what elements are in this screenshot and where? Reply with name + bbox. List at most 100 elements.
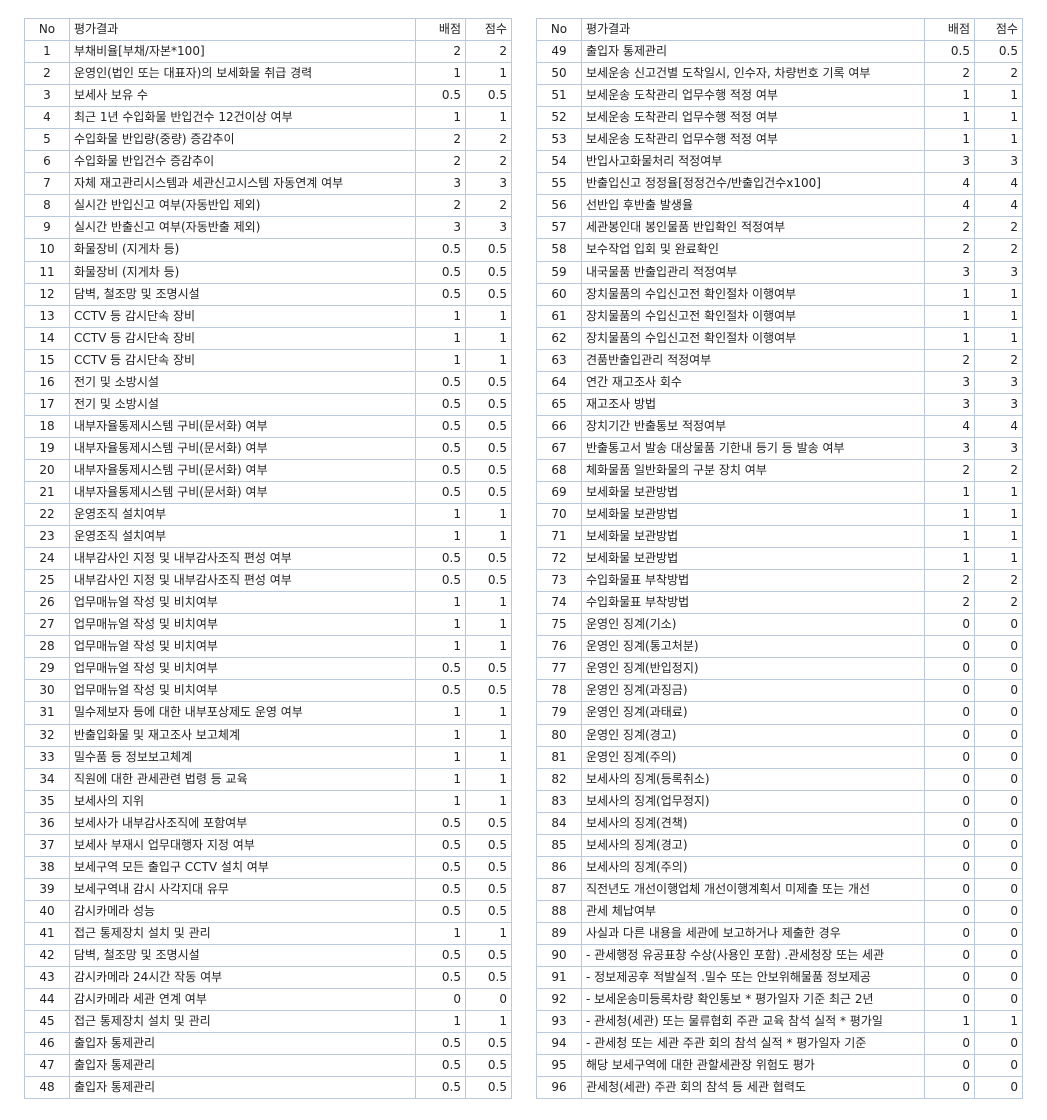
table-row: 92- 보세운송미등록차량 확인통보 * 평가일자 기준 최근 2년 0 0 <box>536 988 1023 1012</box>
table-row: 22 운영조직 설치여부 1 1 <box>24 503 512 527</box>
row-no: 31 <box>24 701 70 725</box>
row-score: 1 <box>465 635 512 659</box>
row-allot: 1 <box>415 304 466 328</box>
row-result: 감시카메라 세관 연계 여부 <box>69 988 416 1012</box>
row-score: 1 <box>465 723 512 747</box>
row-allot: 1 <box>415 921 466 945</box>
row-result: 반출입화물 및 재고조사 보고체계 <box>69 723 416 747</box>
row-allot: 3 <box>415 216 466 240</box>
row-result: 반출통고서 발송 대상물품 기한내 등기 등 발송 여부 <box>581 436 925 460</box>
row-allot: 1 <box>924 547 975 571</box>
row-score: 1 <box>465 921 512 945</box>
row-score: 3 <box>974 436 1023 460</box>
table-row: 43 감시카메라 24시간 작동 여부 0.5 0.5 <box>24 966 512 990</box>
row-score: 2 <box>465 150 512 174</box>
table-row: 32 반출입화물 및 재고조사 보고체계 1 1 <box>24 723 512 747</box>
row-score: 1 <box>974 128 1023 152</box>
row-no: 41 <box>24 921 70 945</box>
row-result: - 관세청(세관) 또는 물류협회 주관 교육 참석 실적 * 평가일 <box>581 1010 925 1034</box>
row-score: 1 <box>974 525 1023 549</box>
row-no: 49 <box>536 40 582 64</box>
row-allot: 2 <box>924 238 975 262</box>
row-score: 2 <box>465 40 512 64</box>
row-score: 0.5 <box>465 943 512 968</box>
row-result: 업무매뉴얼 작성 및 비치여부 <box>69 679 416 703</box>
row-allot: 0.5 <box>415 1076 466 1100</box>
table-row: 41 접근 통제장치 설치 및 관리 1 1 <box>24 921 512 945</box>
row-allot: 4 <box>924 172 975 196</box>
row-no: 17 <box>24 392 70 416</box>
row-result: 보세운송 도착관리 업무수행 적정 여부 <box>581 128 925 152</box>
table-row: 17 전기 및 소방시설 0.5 0.5 <box>24 392 512 416</box>
table-row: 87 직전년도 개선이행업체 개선이행계획서 미제출 또는 개선 0 0 <box>536 877 1023 901</box>
table-row: 89 사실과 다른 내용을 세관에 보고하거나 제출한 경우 0 0 <box>536 921 1023 945</box>
row-score: 4 <box>974 194 1023 218</box>
row-no: 34 <box>24 767 70 791</box>
row-score: 0 <box>974 679 1023 703</box>
row-no: 87 <box>536 877 582 901</box>
row-result: 견품반출입관리 적정여부 <box>581 348 925 372</box>
row-allot: 0 <box>415 988 466 1012</box>
row-score: 1 <box>465 62 512 86</box>
table-row: 18 내부자율통제시스템 구비(문서화) 여부 0.5 0.5 <box>24 414 512 438</box>
row-allot: 3 <box>415 172 466 196</box>
row-allot: 0 <box>924 1032 975 1056</box>
row-result: 출입자 통제관리 <box>69 1032 416 1056</box>
row-result: 내부자율통제시스템 구비(문서화) 여부 <box>69 480 416 505</box>
row-allot: 1 <box>924 282 975 306</box>
header-allot: 배점 <box>415 17 466 42</box>
row-no: 53 <box>536 128 582 152</box>
table-row: 91- 정보제공후 적발실적 .밀수 또는 안보위해물품 정보제공 0 0 <box>536 966 1023 990</box>
row-result: 보세사가 내부감사조직에 포함여부 <box>69 811 416 835</box>
row-result: 운영인 징계(과징금) <box>581 679 925 703</box>
row-allot: 1 <box>415 326 466 350</box>
row-allot: 2 <box>924 62 975 86</box>
table-row: 1 부채비율[부채/자본*100] 2 2 <box>24 40 512 64</box>
row-no: 61 <box>536 304 582 328</box>
row-no: 68 <box>536 458 582 482</box>
row-no: 96 <box>536 1076 582 1100</box>
table-row: 7 자체 재고관리시스템과 세관신고시스템 자동연계 여부 3 3 <box>24 172 512 196</box>
row-score: 0 <box>974 1054 1023 1078</box>
row-no: 3 <box>24 84 70 108</box>
row-score: 0 <box>974 988 1023 1012</box>
table-row: 77 운영인 징계(반입정지) 0 0 <box>536 657 1023 681</box>
table-row: 94- 관세청 또는 세관 주관 회의 참석 실적 * 평가일자 기준 0 0 <box>536 1032 1023 1056</box>
row-score: 0.5 <box>465 657 512 681</box>
row-no: 24 <box>24 547 70 571</box>
row-no: 43 <box>24 966 70 990</box>
row-result: 운영인 징계(경고) <box>581 723 925 747</box>
row-no: 70 <box>536 503 582 527</box>
row-allot: 1 <box>924 480 975 505</box>
row-allot: 2 <box>415 194 466 218</box>
row-result: 전기 및 소방시설 <box>69 392 416 416</box>
row-result: 직원에 대한 관세관련 법령 등 교육 <box>69 767 416 791</box>
row-result: 실시간 반출신고 여부(자동반출 제외) <box>69 216 416 240</box>
table-row: 81 운영인 징계(주의) 0 0 <box>536 745 1023 769</box>
row-no: 55 <box>536 172 582 196</box>
row-no: 88 <box>536 899 582 923</box>
table-row: 33 밀수품 등 정보보고체계 1 1 <box>24 745 512 769</box>
row-no: 94 <box>536 1032 582 1056</box>
row-result: 수입화물 반입량(중량) 증감추이 <box>69 128 416 152</box>
row-allot: 0 <box>924 701 975 725</box>
table-row: 72 보세화물 보관방법 1 1 <box>536 547 1023 571</box>
table-row: 51 보세운송 도착관리 업무수행 적정 여부 1 1 <box>536 84 1023 108</box>
row-result: 자체 재고관리시스템과 세관신고시스템 자동연계 여부 <box>69 172 416 196</box>
row-score: 0.5 <box>465 260 512 284</box>
row-no: 37 <box>24 833 70 857</box>
table-row: 24 내부감사인 지정 및 내부감사조직 편성 여부 0.5 0.5 <box>24 547 512 571</box>
row-allot: 3 <box>924 260 975 284</box>
header-no: No <box>536 17 582 42</box>
table-row: 64 연간 재고조사 회수 3 3 <box>536 370 1023 394</box>
row-no: 65 <box>536 392 582 416</box>
row-score: 2 <box>974 238 1023 262</box>
table-row: 50 보세운송 신고건별 도착일시, 인수자, 차량번호 기록 여부 2 2 <box>536 62 1023 86</box>
row-allot: 1 <box>924 304 975 328</box>
row-allot: 1 <box>415 1010 466 1034</box>
row-score: 0.5 <box>465 84 512 108</box>
row-result: 감시카메라 성능 <box>69 899 416 923</box>
table-row: 70 보세화물 보관방법 1 1 <box>536 503 1023 527</box>
row-no: 83 <box>536 789 582 813</box>
row-result: 내부자율통제시스템 구비(문서화) 여부 <box>69 436 416 460</box>
